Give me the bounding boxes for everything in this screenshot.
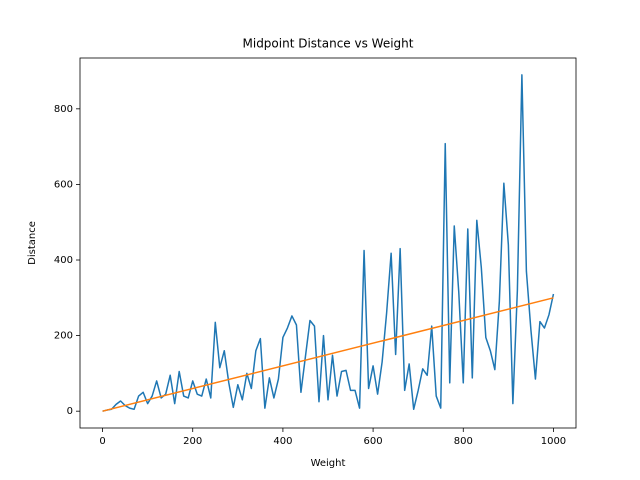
x-tick-label: 0 <box>99 436 105 447</box>
y-tick-label: 0 <box>67 406 73 417</box>
y-tick-label: 600 <box>54 179 73 190</box>
x-tick-label: 400 <box>273 436 292 447</box>
series-line <box>102 74 555 412</box>
series-line <box>102 297 554 412</box>
y-tick-label: 200 <box>54 331 73 342</box>
chart-title: Midpoint Distance vs Weight <box>243 37 414 51</box>
x-tick-label: 1000 <box>541 436 566 447</box>
x-tick-label: 800 <box>454 436 473 447</box>
y-tick-label: 800 <box>54 104 73 115</box>
y-tick-label: 400 <box>54 255 73 266</box>
x-axis-label: Weight <box>311 458 346 469</box>
y-axis-label: Distance <box>27 221 38 265</box>
axes-frame <box>79 57 577 429</box>
x-tick-label: 600 <box>364 436 383 447</box>
x-tick-label: 200 <box>183 436 202 447</box>
